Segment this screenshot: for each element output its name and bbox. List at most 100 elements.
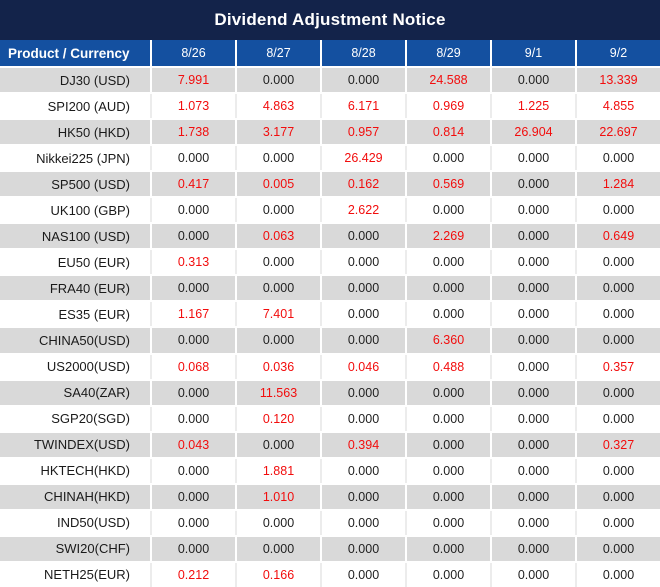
table-row: CHINA50(USD) 0.000 0.000 0.000 6.360 0.000 0.0… (0, 326, 660, 353)
table-row: SA40(ZAR) 0.000 11.563 0.000 0.000 0.000 0.000 (0, 378, 660, 405)
value-cell: 0.000 (490, 562, 575, 587)
value-cell: 1.738 (150, 120, 235, 145)
value-cell: 0.000 (320, 510, 405, 535)
value-cell: 0.043 (150, 432, 235, 457)
value-cell: 0.000 (235, 276, 320, 301)
value-cell: 0.000 (235, 250, 320, 275)
value-cell: 1.225 (490, 94, 575, 119)
value-cell: 0.036 (235, 354, 320, 379)
table-row: SGP20(SGD) 0.000 0.120 0.000 0.000 0.000 0.000 (0, 404, 660, 431)
product-cell: UK100 (GBP) (50, 202, 130, 218)
table-row: IND50(USD) 0.000 0.000 0.000 0.000 0.000 0.000 (0, 508, 660, 535)
value-cell: 0.000 (150, 510, 235, 535)
value-cell: 0.000 (320, 406, 405, 431)
value-cell: 2.269 (405, 224, 490, 249)
value-cell: 0.000 (405, 146, 490, 171)
value-cell: 0.000 (490, 224, 575, 249)
value-cell: 1.010 (235, 484, 320, 509)
value-cell: 0.000 (575, 302, 660, 327)
value-cell: 0.000 (490, 250, 575, 275)
table-body: DJ30 (USD) 7.991 0.000 0.000 24.588 0.000 13.3… (0, 66, 660, 587)
value-cell: 0.212 (150, 562, 235, 587)
product-cell: US2000(USD) (46, 359, 130, 375)
value-cell: 0.000 (320, 68, 405, 93)
value-cell: 0.000 (150, 146, 235, 171)
value-cell: 0.000 (150, 458, 235, 483)
value-cell: 1.073 (150, 94, 235, 119)
value-cell: 0.000 (575, 458, 660, 483)
value-cell: 0.000 (235, 198, 320, 223)
value-cell: 0.000 (235, 432, 320, 457)
value-cell: 0.957 (320, 120, 405, 145)
value-cell: 0.000 (150, 380, 235, 405)
value-cell: 0.969 (405, 94, 490, 119)
table-row: NAS100 (USD) 0.000 0.063 0.000 2.269 0.000 0.6… (0, 222, 660, 249)
value-cell: 0.046 (320, 354, 405, 379)
value-cell: 7.401 (235, 302, 320, 327)
value-cell: 0.000 (150, 536, 235, 561)
product-cell: SA40(ZAR) (63, 385, 130, 401)
value-cell: 0.000 (490, 406, 575, 431)
value-cell: 0.000 (575, 198, 660, 223)
value-cell: 0.000 (320, 380, 405, 405)
value-cell: 0.000 (405, 198, 490, 223)
value-cell: 0.313 (150, 250, 235, 275)
value-cell: 0.357 (575, 354, 660, 379)
value-cell: 0.000 (575, 276, 660, 301)
page-title: Dividend Adjustment Notice (0, 0, 660, 40)
product-cell: TWINDEX(USD) (33, 437, 130, 453)
value-cell: 0.000 (405, 406, 490, 431)
value-cell: 2.622 (320, 198, 405, 223)
value-cell: 7.991 (150, 68, 235, 93)
value-cell: 0.814 (405, 120, 490, 145)
product-cell: CHINAH(HKD) (44, 489, 130, 505)
value-cell: 0.000 (235, 146, 320, 171)
value-cell: 0.000 (490, 536, 575, 561)
product-cell: HK50 (HKD) (57, 124, 130, 140)
value-cell: 4.863 (235, 94, 320, 119)
value-cell: 0.000 (405, 432, 490, 457)
table-row: HK50 (HKD) 1.738 3.177 0.957 0.814 26.904 22.6… (0, 118, 660, 145)
value-cell: 0.000 (490, 354, 575, 379)
product-cell: ES35 (EUR) (58, 306, 130, 322)
value-cell: 1.167 (150, 302, 235, 327)
value-cell: 0.000 (150, 224, 235, 249)
product-cell: SGP20(SGD) (51, 411, 130, 427)
value-cell: 0.000 (405, 536, 490, 561)
value-cell: 0.000 (490, 432, 575, 457)
value-cell: 0.000 (405, 484, 490, 509)
value-cell: 0.649 (575, 224, 660, 249)
column-header-product: Product / Currency (8, 45, 130, 61)
value-cell: 0.000 (235, 328, 320, 353)
value-cell: 0.000 (405, 510, 490, 535)
value-cell: 6.171 (320, 94, 405, 119)
value-cell: 0.394 (320, 432, 405, 457)
value-cell: 0.000 (575, 562, 660, 587)
value-cell: 0.000 (575, 146, 660, 171)
product-cell: SWI20(CHF) (55, 541, 130, 557)
product-cell: EU50 (EUR) (57, 254, 130, 270)
product-cell: FRA40 (EUR) (49, 280, 130, 296)
value-cell: 0.000 (490, 380, 575, 405)
value-cell: 1.881 (235, 458, 320, 483)
column-header-date-5: 9/1 (490, 40, 575, 66)
value-cell: 0.000 (490, 458, 575, 483)
table-row: Nikkei225 (JPN) 0.000 0.000 26.429 0.000 0.00… (0, 144, 660, 171)
value-cell: 0.000 (405, 380, 490, 405)
table-row: EU50 (EUR) 0.313 0.000 0.000 0.000 0.000 0.000 (0, 248, 660, 275)
table-row: SPI200 (AUD) 1.073 4.863 6.171 0.969 1.225 4.8… (0, 92, 660, 119)
value-cell: 0.000 (490, 172, 575, 197)
value-cell: 0.068 (150, 354, 235, 379)
value-cell: 0.000 (490, 510, 575, 535)
value-cell: 26.429 (320, 146, 405, 171)
column-header-date-1: 8/26 (150, 40, 235, 66)
table-row: NETH25(EUR) 0.212 0.166 0.000 0.000 0.000 0.00… (0, 560, 660, 587)
table-row: SP500 (USD) 0.417 0.005 0.162 0.569 0.000 1.28… (0, 170, 660, 197)
product-cell: SP500 (USD) (51, 176, 130, 192)
value-cell: 0.000 (320, 458, 405, 483)
value-cell: 0.000 (320, 328, 405, 353)
value-cell: 0.000 (235, 68, 320, 93)
product-cell: Nikkei225 (JPN) (36, 150, 130, 166)
value-cell: 0.000 (320, 536, 405, 561)
value-cell: 0.000 (320, 250, 405, 275)
